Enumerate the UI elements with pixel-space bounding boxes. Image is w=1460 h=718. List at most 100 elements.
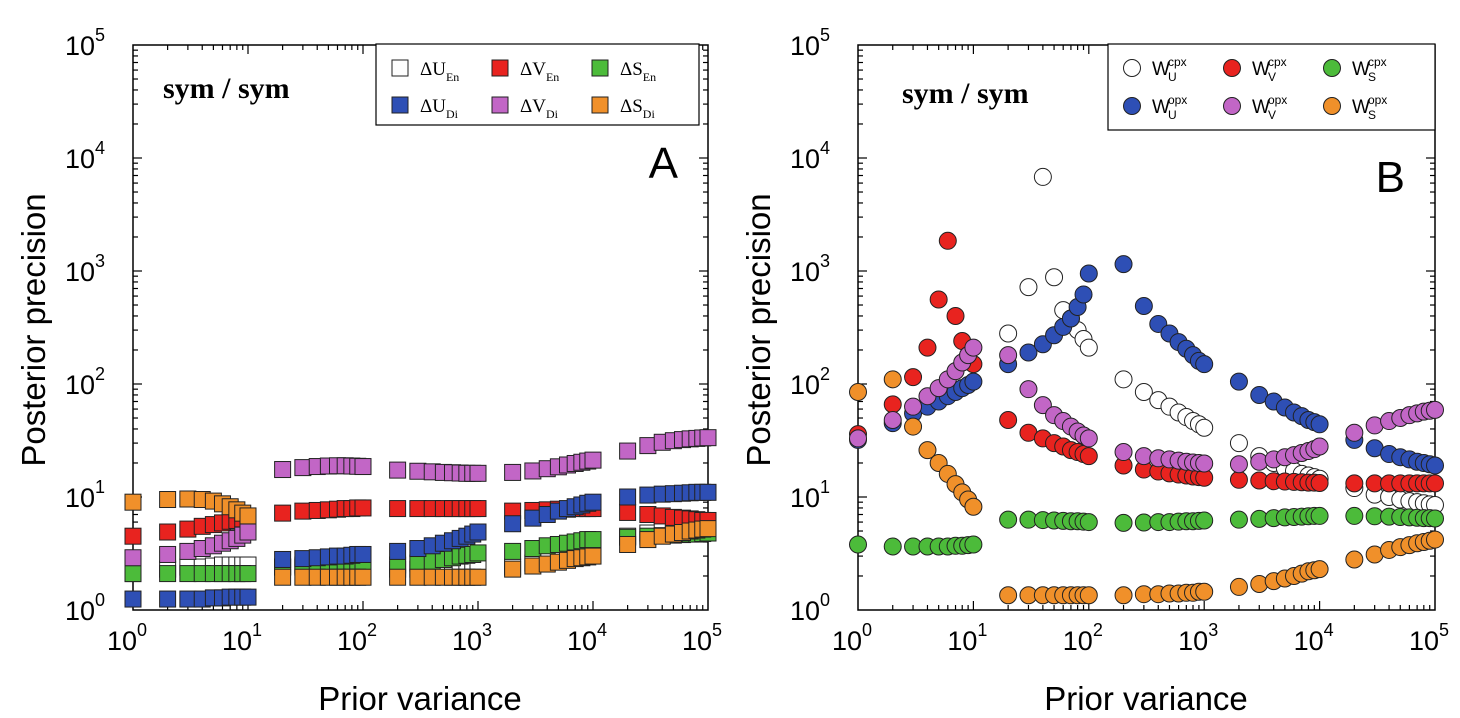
data-point-circle: [999, 324, 1018, 343]
data-point-square: [409, 500, 427, 518]
data-point-circle: [883, 411, 902, 430]
data-point-square: [274, 461, 292, 479]
x-tick-base: 10: [1294, 626, 1324, 656]
data-point-square: [179, 520, 197, 538]
data-point-circle: [1426, 509, 1444, 528]
y-tick-label: 103: [790, 251, 830, 287]
legend-entry-label: Wopx: [1352, 93, 1387, 118]
y-tick-label: 102: [65, 364, 105, 400]
series-2: [849, 506, 1444, 556]
legend-sub-text: S: [1368, 108, 1376, 122]
data-point-square: [584, 547, 602, 565]
panel-letter: A: [649, 139, 679, 188]
data-point-circle: [1079, 264, 1098, 283]
data-point-square: [239, 565, 257, 583]
data-point-circle: [999, 411, 1018, 430]
x-axis-label: Prior variance: [318, 680, 522, 717]
chart-panel-b: 100 101 102 103 104 105100101102103104105Prio…: [740, 25, 1449, 717]
legend-marker-square: [491, 59, 509, 77]
data-points: [124, 429, 717, 608]
panel-annotation: sym / sym: [163, 72, 290, 105]
data-point-square: [619, 488, 637, 506]
data-point-circle: [883, 395, 902, 414]
series-4: [124, 429, 717, 567]
data-point-circle: [1426, 530, 1444, 549]
data-point-circle: [1033, 396, 1052, 415]
data-point-circle: [1195, 454, 1214, 473]
data-point-circle: [918, 441, 937, 460]
data-point-circle: [1114, 370, 1133, 389]
legend-marker-circle: [1123, 97, 1141, 115]
x-tick-label: 104: [567, 620, 607, 656]
x-tick-label: 103: [452, 620, 492, 656]
data-point-circle: [1079, 586, 1098, 605]
y-tick-exponent: 1: [95, 477, 105, 497]
y-tick-label: 103: [65, 251, 105, 287]
series-5: [124, 490, 717, 586]
y-tick-label: 101: [790, 477, 830, 513]
x-tick-base: 10: [107, 626, 137, 656]
x-tick-base: 10: [1063, 626, 1093, 656]
data-point-square: [469, 500, 487, 518]
data-point-circle: [1134, 297, 1153, 316]
legend-main-text: ΔV: [520, 59, 546, 80]
data-point-circle: [1345, 506, 1364, 525]
y-tick-base: 10: [65, 370, 95, 400]
legend-marker-circle: [1223, 97, 1241, 115]
y-tick-base: 10: [790, 483, 820, 513]
data-point-circle: [1134, 382, 1153, 401]
panel-letter: B: [1376, 153, 1405, 202]
y-tick-label: 101: [65, 477, 105, 513]
data-point-square: [524, 540, 542, 558]
data-point-square: [159, 590, 177, 608]
y-tick-base: 10: [65, 257, 95, 287]
series-5: [849, 370, 1444, 605]
y-tick-label: 105: [65, 25, 105, 61]
legend-main-text: W: [1252, 59, 1270, 80]
data-point-circle: [946, 306, 965, 325]
data-point-circle: [964, 372, 983, 391]
data-point-square: [274, 568, 292, 586]
data-point-circle: [964, 497, 983, 516]
data-point-circle: [904, 368, 923, 387]
legend-marker-square: [391, 59, 409, 77]
data-point-circle: [1229, 510, 1248, 529]
data-point-square: [469, 568, 487, 586]
x-tick-exponent: 4: [1324, 620, 1334, 640]
data-point-square: [294, 502, 312, 520]
legend-entry-label: Wcpx: [1352, 55, 1387, 80]
legend-main-text: ΔS: [620, 59, 643, 80]
x-tick-label: 104: [1294, 620, 1334, 656]
data-point-square: [639, 486, 657, 504]
data-point-square: [354, 545, 372, 563]
x-tick-base: 10: [222, 626, 252, 656]
x-tick-exponent: 3: [1208, 620, 1218, 640]
data-point-circle: [883, 537, 902, 556]
data-point-circle: [999, 510, 1018, 529]
data-point-circle: [1019, 343, 1038, 362]
data-point-square: [294, 550, 312, 568]
data-point-circle: [999, 586, 1018, 605]
data-point-square: [699, 429, 717, 447]
x-tick-label: 105: [682, 620, 722, 656]
data-point-circle: [1079, 338, 1098, 357]
x-tick-exponent: 1: [977, 620, 987, 640]
data-point-circle: [938, 231, 957, 250]
legend-main-text: ΔU: [420, 59, 446, 80]
data-point-circle: [1310, 506, 1329, 525]
legend-box: [1107, 43, 1436, 131]
y-tick-exponent: 0: [95, 590, 105, 610]
data-point-circle: [1033, 167, 1052, 186]
data-point-square: [619, 535, 637, 553]
legend-sub-text: S: [1368, 70, 1376, 84]
legend-sub-text: U: [1168, 70, 1177, 84]
y-axis-label: Posterior precision: [15, 193, 52, 466]
y-tick-label: 100: [790, 590, 830, 626]
data-point-circle: [1195, 511, 1214, 530]
y-tick-base: 10: [65, 483, 95, 513]
data-point-circle: [1426, 400, 1444, 419]
y-tick-base: 10: [790, 596, 820, 626]
data-point-square: [124, 565, 142, 583]
x-tick-base: 10: [1178, 626, 1208, 656]
